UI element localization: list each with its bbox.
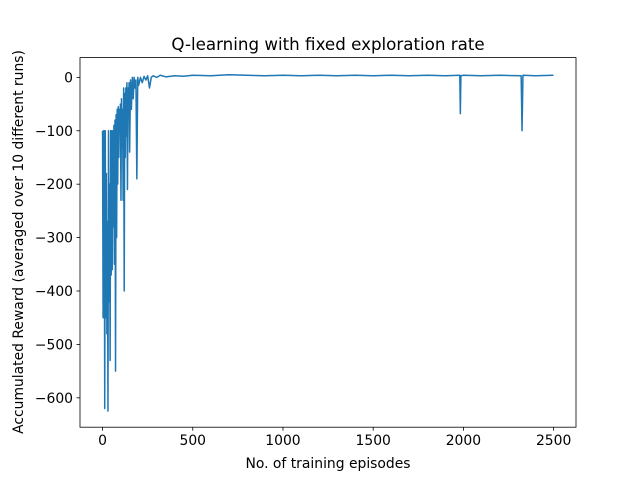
- x-tick-label: 2000: [446, 433, 481, 449]
- y-tick-label: −600: [35, 391, 73, 407]
- y-tick-label: −300: [35, 231, 73, 247]
- y-axis-label: Accumulated Reward (averaged over 10 dif…: [11, 50, 27, 434]
- y-tick-label: −200: [35, 177, 73, 193]
- x-axis-label: No. of training episodes: [245, 456, 410, 472]
- x-tick-label: 500: [180, 433, 207, 449]
- chart-title: Q-learning with fixed exploration rate: [171, 34, 484, 54]
- data-line: [101, 73, 554, 412]
- x-tick-label: 1500: [356, 433, 391, 449]
- axes-frame: [79, 57, 577, 428]
- x-tick-label: 2500: [536, 433, 571, 449]
- x-tick-label: 1000: [265, 433, 300, 449]
- y-tick-label: −100: [35, 124, 73, 140]
- x-tick-label: 0: [98, 433, 107, 449]
- y-tick-label: −400: [35, 284, 73, 300]
- y-tick-label: 0: [64, 70, 73, 86]
- y-tick-label: −500: [35, 337, 73, 353]
